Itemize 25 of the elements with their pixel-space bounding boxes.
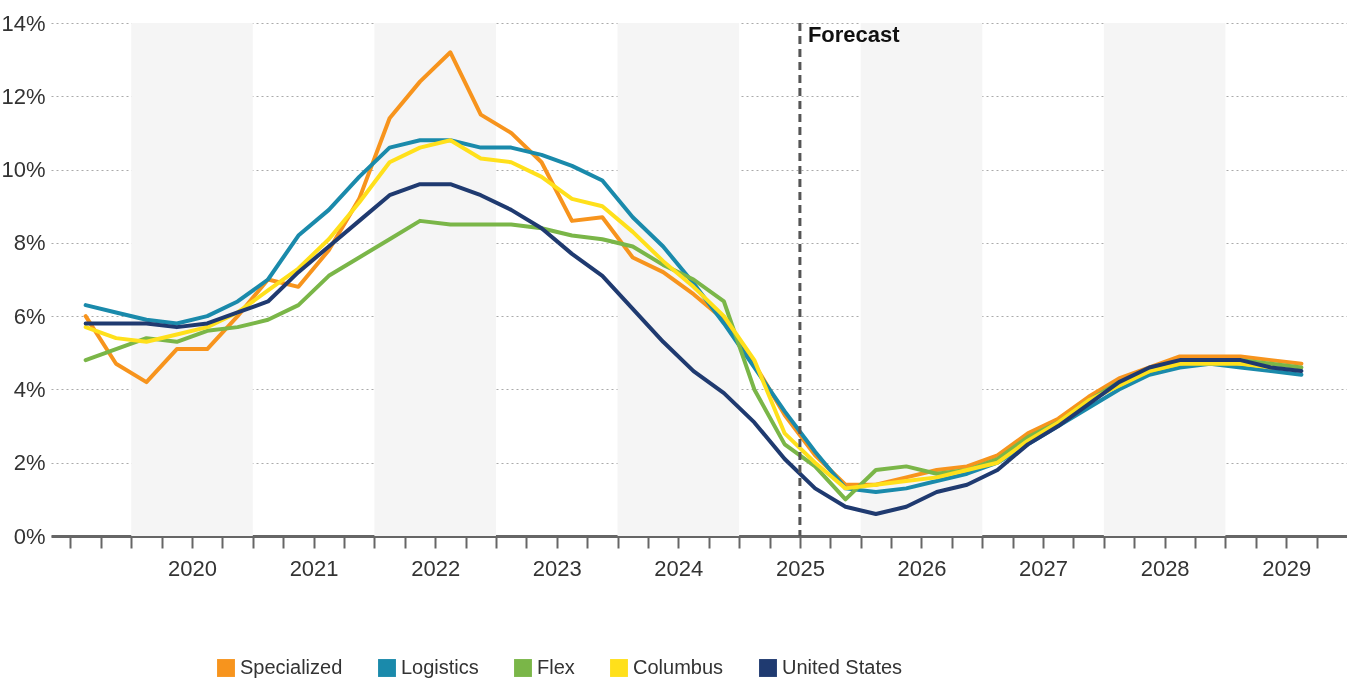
legend-label: Specialized xyxy=(240,656,343,678)
y-tick-label: 14% xyxy=(1,10,46,36)
y-tick-label: 10% xyxy=(1,157,46,183)
y-tick-label: 8% xyxy=(13,230,46,256)
x-tick-label: 2025 xyxy=(775,555,825,581)
y-tick-label: 12% xyxy=(1,83,46,109)
legend-label: Logistics xyxy=(401,656,479,678)
y-tick-label: 6% xyxy=(13,303,46,329)
line-series xyxy=(83,182,1304,517)
y-tick-label: 4% xyxy=(13,376,46,402)
x-tick-label: 2021 xyxy=(289,555,339,581)
legend-label: Flex xyxy=(537,656,575,678)
legend-label: United States xyxy=(782,656,903,678)
x-tick-label: 2026 xyxy=(897,555,947,581)
x-tick-label: 2022 xyxy=(411,555,461,581)
y-tick-label: 0% xyxy=(13,523,46,549)
x-tick-label: 2029 xyxy=(1262,555,1312,581)
x-tick-label: 2023 xyxy=(532,555,582,581)
x-tick-label: 2027 xyxy=(1019,555,1069,581)
x-tick-label: 2028 xyxy=(1140,555,1190,581)
x-tick-label: 2020 xyxy=(168,555,217,581)
x-tick-label: 2024 xyxy=(654,555,704,581)
legend-label: Columbus xyxy=(633,656,724,678)
y-tick-label: 2% xyxy=(13,450,46,476)
ref-line-label: Forecast xyxy=(807,22,901,47)
